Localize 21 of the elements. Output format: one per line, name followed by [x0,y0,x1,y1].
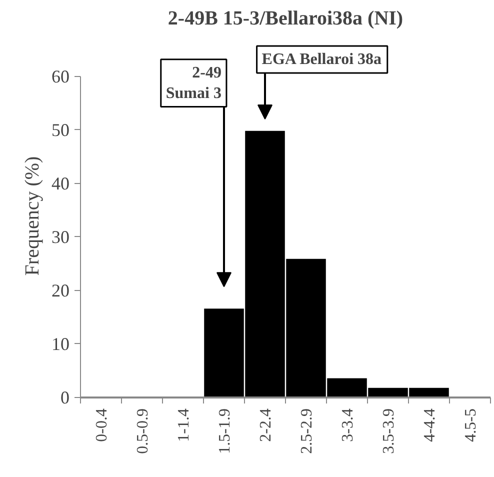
y-tick-label: 20 [52,280,70,300]
annotation: 2-49 Sumai 3 [166,64,222,102]
x-tick-label: 0-0.4 [94,408,110,442]
x-tick-label: 3-3.4 [340,408,356,442]
x-tick-label: 1.5-1.9 [216,408,234,454]
y-tick-label: 60 [52,66,70,86]
x-tick-label: 1-1.4 [176,408,192,442]
x-tick-label: 2.5-2.9 [298,408,316,454]
y-tick-label: 40 [52,173,70,194]
y-tick-label: 0 [60,388,70,408]
chart-title: 2-49B 15-3/Bellaroi38a (NI) [168,8,404,30]
y-tick-label: 50 [52,120,70,140]
x-tick-label: 0.5-0.9 [134,408,152,454]
x-tick-label: 3.5-3.9 [380,408,398,454]
x-tick-label: 4-4.4 [422,408,438,442]
text: EGA Bellaroi 38a [262,51,382,68]
y-axis-title: Frequency (%) [22,156,44,276]
y-tick-label: 30 [52,226,70,247]
x-tick-label: 4.5-5 [462,408,480,442]
x-tick-label: 2-2.4 [258,408,274,442]
y-tick-label: 10 [52,334,70,354]
